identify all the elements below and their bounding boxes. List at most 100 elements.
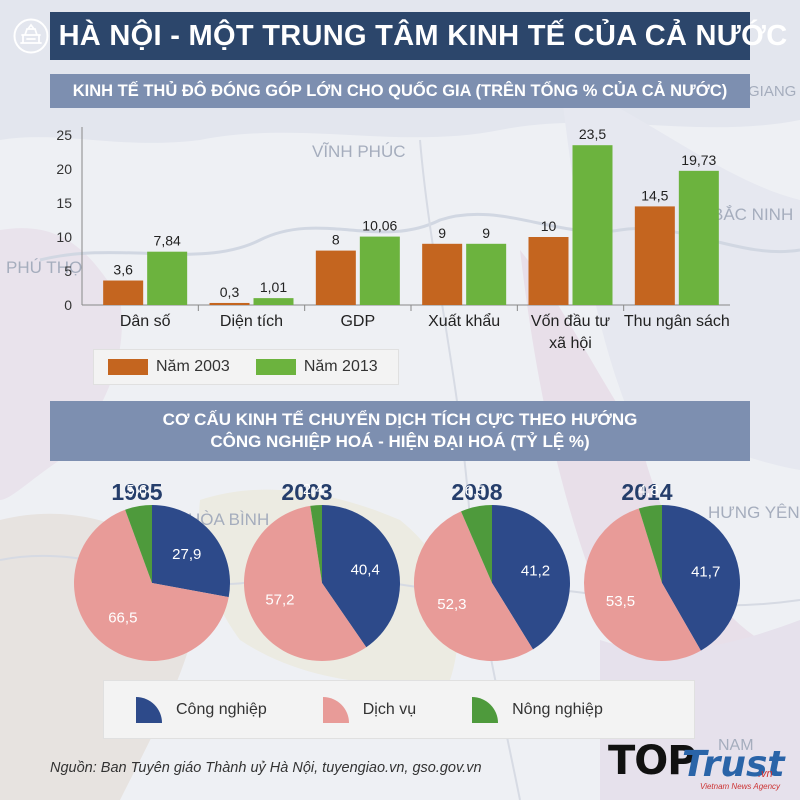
bar-value-label: 10,06: [362, 218, 397, 234]
bar-value-label: 23,5: [579, 126, 606, 142]
toptrust-logo: TOP Trust .vn Vietnam News Agency: [608, 736, 796, 794]
legend-swatch-2013: [255, 359, 296, 375]
bar-value-label: 7,84: [154, 233, 181, 249]
bar-2013: [678, 170, 719, 305]
y-tick-label: 5: [64, 263, 72, 279]
pie-chart-title-line2: CÔNG NGHIỆP HOÁ - HIỆN ĐẠI HOÁ (TỶ LỆ %): [210, 432, 590, 451]
pie-value-label: 53,5: [606, 593, 635, 610]
map-label-phu-tho: PHÚ THỌ: [6, 258, 82, 277]
pie-slice-dich-vu: [244, 505, 367, 662]
x-tick-label: GDP: [340, 313, 375, 330]
x-tick-label: Dân số: [120, 313, 171, 330]
pie-slice-nong-nghiep: [461, 505, 492, 583]
legend-label-2003: Năm 2003: [156, 358, 230, 375]
legend-item-cong-nghiep: Công nghiệp: [132, 693, 267, 727]
bar-2013: [147, 251, 188, 305]
pie-value-label: 40,4: [351, 562, 380, 579]
hanoi-emblem-icon: [13, 18, 49, 54]
logo-vn-text: .vn: [758, 768, 773, 780]
pie-value-label: 2,4: [303, 481, 324, 498]
bar-2013: [253, 298, 294, 305]
map-label-bac-ninh: BẮC NINH: [712, 205, 793, 224]
pie-slice-cong-nghiep: [152, 505, 231, 598]
pie-value-label: 27,9: [172, 546, 201, 563]
pie-value-label: 41,7: [691, 563, 720, 580]
pie-value-label: 66,5: [108, 610, 137, 627]
legend-item-dich-vu: Dịch vụ: [319, 693, 416, 727]
map-label-giang: GIANG: [748, 83, 796, 100]
logo-agency-text: Vietnam News Agency: [700, 782, 781, 791]
pie-year-label: 2014: [621, 479, 672, 505]
source-note: Nguồn: Ban Tuyên giáo Thành uỷ Hà Nội, t…: [50, 760, 482, 776]
pie-slice-dich-vu: [74, 509, 229, 662]
pie-value-label: 57,2: [265, 592, 294, 609]
legend-swatch-nong-nghiep: [472, 696, 499, 723]
pie-slice-dich-vu: [413, 511, 533, 662]
bar-2013: [359, 236, 400, 305]
bar-value-label: 10: [541, 218, 557, 234]
map-label-vinh-phuc: VĨNH PHÚC: [312, 142, 406, 161]
y-tick-label: 0: [64, 297, 72, 313]
logo-trust-text: Trust: [682, 744, 785, 785]
x-tick-label: xã hội: [549, 335, 592, 352]
x-tick-label: Xuất khẩu: [428, 312, 500, 330]
pie-value-label: 5,6: [126, 482, 147, 499]
pie-year-label: 1985: [111, 479, 162, 505]
bar-2003: [209, 302, 250, 305]
bar-2003: [422, 243, 463, 305]
legend-item-2003: Năm 2003: [108, 358, 230, 376]
pie-slice-nong-nghiep: [125, 505, 152, 583]
legend-swatch-dich-vu: [322, 696, 349, 723]
pie-chart-title-line1: CƠ CẤU KINH TẾ CHUYỂN DỊCH TÍCH CỰC THEO…: [162, 410, 638, 429]
pie-slice-dich-vu: [584, 508, 701, 661]
pie-value-label: 6,5: [465, 482, 486, 499]
x-tick-label: Diện tích: [220, 313, 283, 330]
map-label-hoa-binh: HÒA BÌNH: [188, 510, 269, 529]
bar-value-label: 3,6: [113, 262, 133, 278]
legend-item-2013: Năm 2013: [255, 358, 378, 376]
x-tick-label: Vốn đầu tư: [531, 313, 611, 330]
bar-2013: [466, 243, 507, 305]
bar-chart: 0 5 10 15 20 25 3,6 7,84 Dân số 0,3 1,01 Diện tích 8…: [56, 126, 730, 352]
page-title: HÀ NỘI - MỘT TRUNG TÂM KINH TẾ CỦA CẢ NƯ…: [58, 19, 788, 52]
bar-chart-title: KINH TẾ THỦ ĐÔ ĐÓNG GÓP LỚN CHO QUỐC GIA…: [50, 74, 750, 108]
pie-slice-nong-nghiep: [310, 505, 322, 583]
y-tick-label: 10: [56, 229, 72, 245]
legend-label-nong-nghiep: Nông nghiệp: [512, 700, 603, 718]
pie-value-label: 41,2: [521, 563, 550, 580]
legend-label-dich-vu: Dịch vụ: [362, 700, 417, 718]
legend-swatch-cong-nghiep: [136, 696, 162, 723]
pie-value-label: 4,8: [638, 482, 659, 499]
pie-slice-cong-nghiep: [662, 505, 740, 651]
legend-label-cong-nghiep: Công nghiệp: [176, 700, 267, 718]
legend-swatch-2003: [108, 359, 148, 375]
y-tick-label: 15: [56, 195, 72, 211]
map-label-hung-yen: HƯNG YÊN: [708, 503, 800, 522]
bar-value-label: 8: [332, 232, 340, 248]
bar-2013: [572, 145, 613, 305]
y-tick-label: 25: [56, 127, 72, 143]
bar-2003: [528, 237, 569, 305]
pie-value-label: 52,3: [437, 596, 466, 613]
bar-value-label: 9: [438, 225, 446, 241]
pie-slice-cong-nghiep: [322, 505, 401, 648]
x-tick-label: Thu ngân sách: [624, 313, 730, 330]
pie-slice-nong-nghiep: [638, 505, 662, 583]
bar-value-label: 1,01: [260, 279, 287, 295]
bar-chart-legend: Năm 2003 Năm 2013: [93, 349, 399, 385]
bar-2003: [315, 250, 356, 305]
pie-chart-legend: Công nghiệp Dịch vụ Nông nghiệp: [103, 680, 695, 739]
bar-value-label: 0,3: [220, 284, 240, 300]
bar-2003: [634, 206, 675, 305]
header-bar: HÀ NỘI - MỘT TRUNG TÂM KINH TẾ CỦA CẢ NƯ…: [13, 12, 787, 60]
pie-chart-title: CƠ CẤU KINH TẾ CHUYỂN DỊCH TÍCH CỰC THEO…: [50, 401, 750, 461]
y-tick-label: 20: [56, 161, 72, 177]
logo-top-text: TOP: [608, 738, 697, 784]
legend-item-nong-nghiep: Nông nghiệp: [468, 693, 603, 727]
map-label-nam: NAM: [718, 737, 754, 754]
pie-slice-cong-nghiep: [492, 505, 571, 650]
bar-2003: [103, 280, 144, 305]
bar-value-label: 19,73: [681, 152, 716, 168]
pie-year-label: 2003: [281, 479, 332, 505]
pie-year-label: 2008: [451, 479, 502, 505]
